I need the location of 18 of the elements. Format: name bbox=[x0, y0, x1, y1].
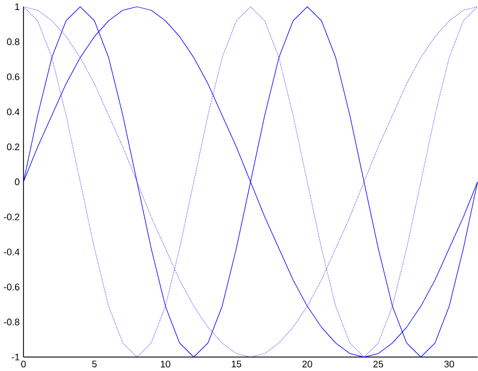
y-tick-label: 0 bbox=[14, 178, 20, 186]
y-tick-label: 0.4 bbox=[7, 108, 20, 116]
y-tick-label: -0.2 bbox=[4, 214, 20, 220]
y-tick-label: 0.8 bbox=[7, 38, 20, 46]
x-tick-label: 25 bbox=[373, 360, 384, 368]
y-tick-label: -0.8 bbox=[4, 318, 20, 326]
x-tick-label: 20 bbox=[302, 360, 312, 368]
x-tick-label: 5 bbox=[92, 360, 97, 368]
y-tick-label: -0.4 bbox=[4, 248, 20, 256]
x-tick-label: 30 bbox=[444, 360, 454, 368]
y-tick-label: 1 bbox=[15, 4, 20, 10]
x-tick-label: 15 bbox=[232, 360, 242, 368]
y-tick-label: 0.2 bbox=[7, 144, 20, 150]
x-tick-label: 0 bbox=[21, 360, 26, 368]
x-tick-label: 10 bbox=[160, 360, 170, 368]
y-tick-label: 0.6 bbox=[7, 74, 20, 80]
y-tick-label: -0.6 bbox=[4, 284, 20, 290]
y-tick-label: -1 bbox=[12, 354, 20, 360]
